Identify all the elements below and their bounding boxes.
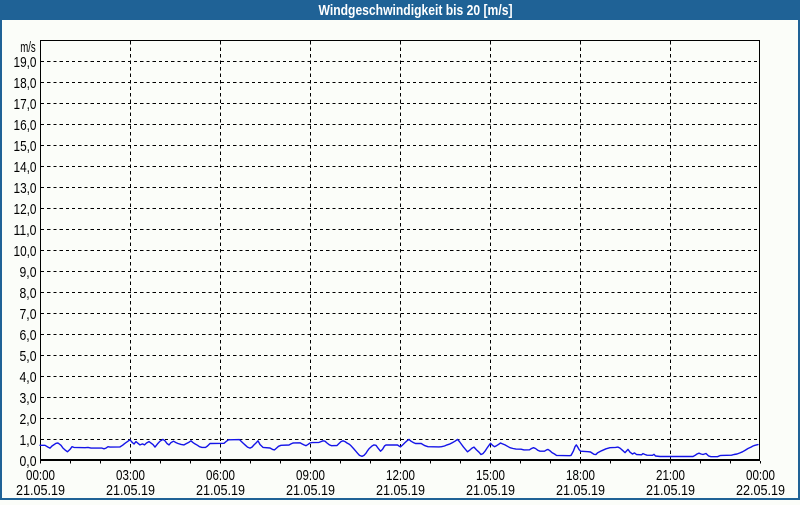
svg-text:0,0: 0,0 [20, 454, 37, 470]
svg-text:19,0: 19,0 [14, 55, 37, 71]
svg-text:21.05.19: 21.05.19 [286, 483, 335, 499]
svg-text:3,0: 3,0 [20, 391, 37, 407]
svg-text:14,0: 14,0 [14, 160, 37, 176]
svg-text:00:00: 00:00 [26, 468, 55, 484]
svg-text:16,0: 16,0 [14, 118, 37, 134]
svg-text:15:00: 15:00 [476, 468, 505, 484]
svg-text:17,0: 17,0 [14, 97, 37, 113]
svg-text:7,0: 7,0 [20, 307, 37, 323]
svg-text:15,0: 15,0 [14, 139, 37, 155]
svg-text:18:00: 18:00 [566, 468, 595, 484]
svg-text:13,0: 13,0 [14, 181, 37, 197]
svg-text:22.05.19: 22.05.19 [736, 483, 785, 499]
svg-text:Windgeschwindigkeit bis 20 [m/: Windgeschwindigkeit bis 20 [m/s] [319, 2, 513, 19]
svg-text:4,0: 4,0 [20, 370, 37, 386]
svg-text:8,0: 8,0 [20, 286, 37, 302]
svg-text:21.05.19: 21.05.19 [16, 483, 65, 499]
svg-text:09:00: 09:00 [296, 468, 325, 484]
svg-text:21.05.19: 21.05.19 [556, 483, 605, 499]
svg-text:21.05.19: 21.05.19 [196, 483, 245, 499]
svg-text:21:00: 21:00 [656, 468, 685, 484]
svg-text:21.05.19: 21.05.19 [466, 483, 515, 499]
svg-text:12,0: 12,0 [14, 202, 37, 218]
svg-text:21.05.19: 21.05.19 [106, 483, 155, 499]
svg-text:6,0: 6,0 [20, 328, 37, 344]
svg-text:06:00: 06:00 [206, 468, 235, 484]
svg-text:2,0: 2,0 [20, 412, 37, 428]
svg-text:18,0: 18,0 [14, 76, 37, 92]
svg-text:9,0: 9,0 [20, 265, 37, 281]
svg-text:1,0: 1,0 [20, 433, 37, 449]
svg-text:03:00: 03:00 [116, 468, 145, 484]
svg-text:5,0: 5,0 [20, 349, 37, 365]
svg-text:10,0: 10,0 [14, 244, 37, 260]
svg-text:21.05.19: 21.05.19 [376, 483, 425, 499]
svg-text:12:00: 12:00 [386, 468, 415, 484]
svg-text:00:00: 00:00 [746, 468, 775, 484]
svg-text:m/s: m/s [20, 39, 36, 56]
svg-text:11,0: 11,0 [14, 223, 37, 239]
svg-text:21.05.19: 21.05.19 [646, 483, 695, 499]
